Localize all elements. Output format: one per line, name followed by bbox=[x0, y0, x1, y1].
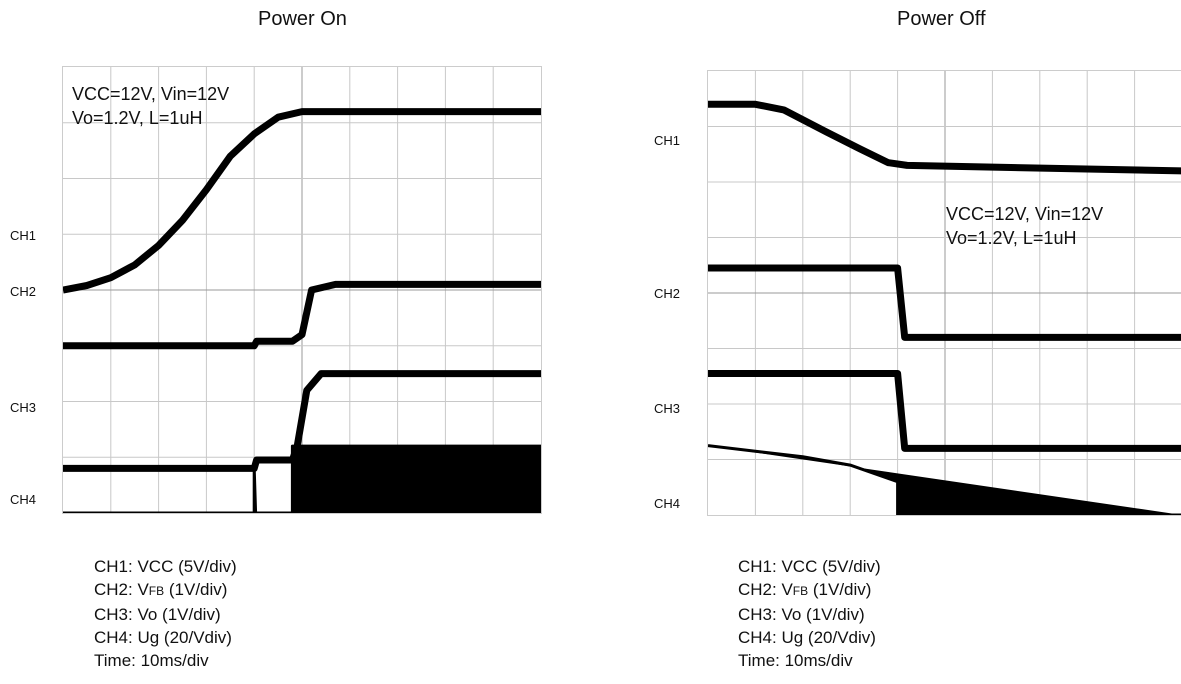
legend-line-ch1: CH1: VCC (5V/div) bbox=[94, 557, 237, 576]
scope-screen-power-on bbox=[62, 66, 542, 514]
note-line-1: VCC=12V, Vin=12V bbox=[946, 204, 1104, 224]
scope-plot-power-off bbox=[708, 71, 1181, 515]
trace-ch1-power-on bbox=[63, 108, 541, 294]
legend-line-ch4: CH4: Ug (20/Vdiv) bbox=[94, 628, 232, 647]
scope-plot-power-on bbox=[63, 67, 541, 513]
chart-title-power-off: Power Off bbox=[897, 8, 986, 30]
legend-line-time: Time: 10ms/div bbox=[94, 651, 209, 670]
note-line-1: VCC=12V, Vin=12V bbox=[72, 84, 230, 104]
ch3-label-right: CH3 bbox=[654, 401, 681, 416]
channel-legend-left: CH1: VCC (5V/div) CH2: VFB (1V/div) CH3:… bbox=[94, 555, 237, 672]
ch2-label-right: CH2 bbox=[654, 286, 681, 301]
ch2-label-left: CH2 bbox=[10, 284, 37, 299]
note-line-2: Vo=1.2V, L=1uH bbox=[72, 108, 203, 128]
legend-line-ch3: CH3: Vo (1V/div) bbox=[94, 605, 221, 624]
trace-ch3-power-off bbox=[708, 370, 1181, 452]
test-conditions-note-left: VCC=12V, Vin=12V Vo=1.2V, L=1uH bbox=[72, 82, 229, 130]
chart-title-power-on: Power On bbox=[258, 8, 347, 30]
trace-ch2-power-off bbox=[708, 264, 1181, 341]
ch3-label-left: CH3 bbox=[10, 400, 37, 415]
ch4-label-right: CH4 bbox=[654, 496, 681, 511]
legend-line-ch1: CH1: VCC (5V/div) bbox=[738, 557, 881, 576]
ch1-label-left: CH1 bbox=[10, 228, 37, 243]
scope-screen-power-off bbox=[707, 70, 1181, 516]
channel-legend-right: CH1: VCC (5V/div) CH2: VFB (1V/div) CH3:… bbox=[738, 555, 881, 672]
trace-ch2-power-on bbox=[63, 280, 541, 350]
trace-ch1-power-off bbox=[708, 100, 1181, 175]
legend-line-time: Time: 10ms/div bbox=[738, 651, 853, 670]
legend-line-ch2: CH2: VFB (1V/div) bbox=[738, 580, 872, 599]
trace-ch4-power-off bbox=[708, 444, 1181, 515]
ch1-label-right: CH1 bbox=[654, 133, 681, 148]
legend-line-ch4: CH4: Ug (20/Vdiv) bbox=[738, 628, 876, 647]
legend-line-ch3: CH3: Vo (1V/div) bbox=[738, 605, 865, 624]
legend-line-ch2: CH2: VFB (1V/div) bbox=[94, 580, 228, 599]
note-line-2: Vo=1.2V, L=1uH bbox=[946, 228, 1077, 248]
test-conditions-note-right: VCC=12V, Vin=12V Vo=1.2V, L=1uH bbox=[946, 202, 1103, 250]
ch4-label-left: CH4 bbox=[10, 492, 37, 507]
trace-ch4-power-on bbox=[63, 444, 541, 513]
